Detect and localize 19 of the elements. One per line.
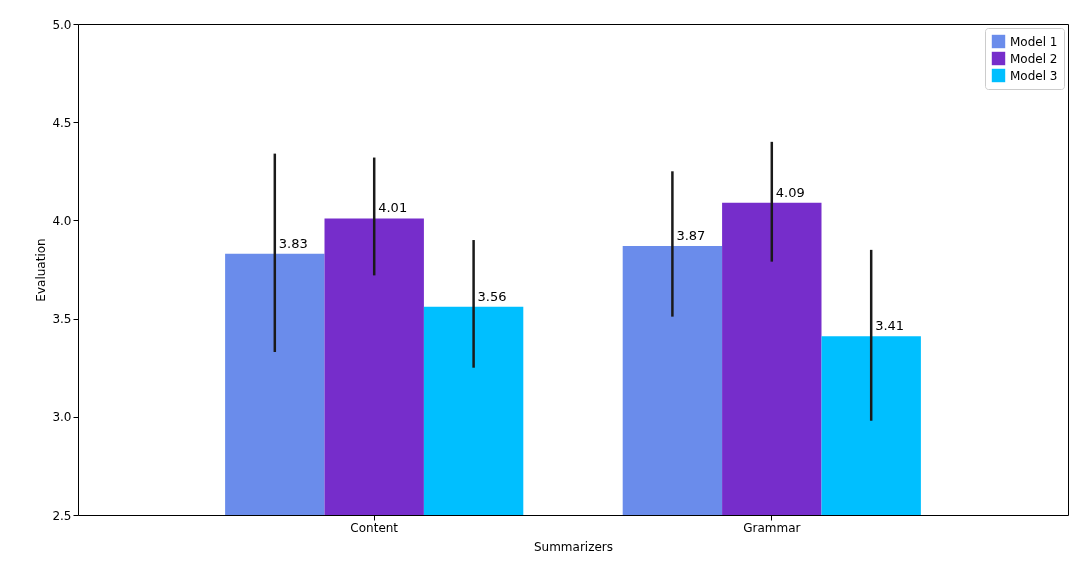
y-tick-label: 2.5 [52,508,72,523]
legend-label: Model 2 [1010,51,1058,66]
data-label: 3.41 [875,318,905,334]
data-label: 3.56 [477,288,507,304]
y-tick-label: 4.5 [52,115,72,130]
y-tick-label: 5.0 [52,17,72,32]
y-tick-label: 3.5 [52,312,72,327]
y-tick-label: 4.0 [52,213,72,228]
y-axis-title: Evaluation [34,238,49,302]
data-label: 3.83 [278,235,308,251]
data-label: 3.87 [676,227,706,243]
data-label: 4.01 [378,200,408,216]
legend-label: Model 3 [1010,68,1058,83]
y-tick-label: 3.0 [52,410,72,425]
data-label: 4.09 [775,184,805,200]
x-axis-title: Summarizers [533,539,614,554]
x-tick-label: Grammar [743,520,801,535]
x-tick-label: Content [350,520,399,535]
legend-label: Model 1 [1010,34,1058,49]
